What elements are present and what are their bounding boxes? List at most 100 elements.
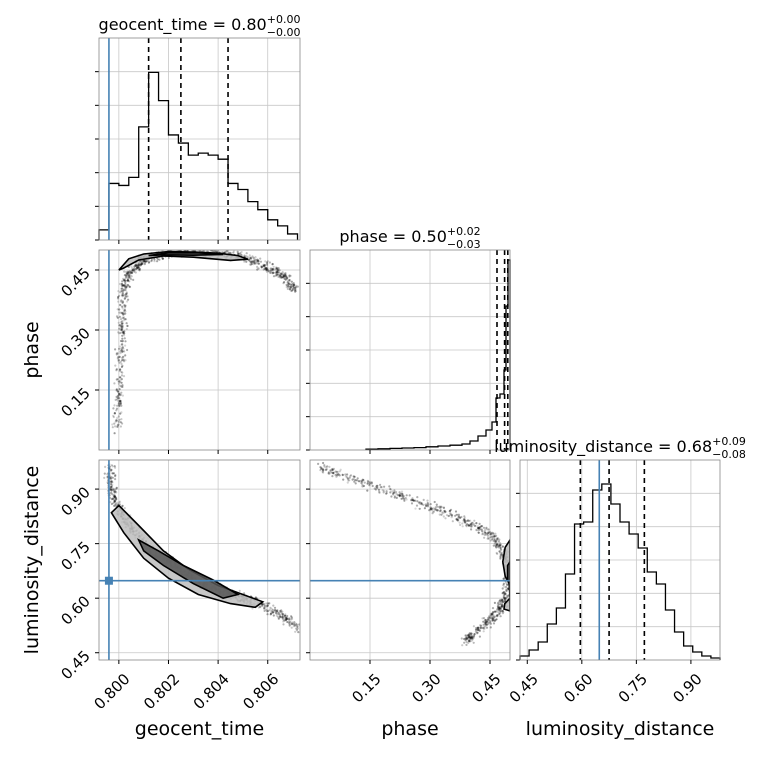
panel-geocent-time-vs-phase-sample-point xyxy=(117,295,120,299)
panel-phase-vs-luminosity-distance-sample-point xyxy=(378,490,381,493)
panel-geocent-time-vs-phase-sample-point xyxy=(121,292,124,295)
panel-geocent-time-vs-luminosity-distance-sample-point xyxy=(114,502,118,505)
panel-geocent-time-vs-luminosity-distance-sample-point xyxy=(266,610,269,613)
panel-phase-vs-luminosity-distance-sample-point xyxy=(463,519,466,522)
panel-geocent-time-vs-phase-sample-point xyxy=(122,284,125,287)
panel-geocent-time-vs-phase-sample-point xyxy=(120,305,123,308)
panel-phase-vs-luminosity-distance-sample-point xyxy=(487,618,490,621)
panel-phase-vs-luminosity-distance-sample-point xyxy=(455,513,458,516)
panel-phase-vs-luminosity-distance-sample-point xyxy=(467,637,470,640)
panel-phase-vs-luminosity-distance-sample-point xyxy=(378,491,381,494)
panel-phase-vs-luminosity-distance-sample-point xyxy=(423,507,426,510)
panel-phase-vs-luminosity-distance-sample-point xyxy=(439,507,442,510)
panel-geocent-time-vs-phase-sample-point xyxy=(124,281,127,284)
panel-geocent-time-vs-luminosity-distance-sample-point xyxy=(279,609,282,613)
panel-geocent-time-vs-phase-sample-point xyxy=(126,283,130,287)
panel-phase-vs-luminosity-distance-sample-point xyxy=(483,533,486,536)
panel-phase-vs-luminosity-distance-sample-point xyxy=(466,636,469,639)
panel-phase-vs-luminosity-distance-sample-point xyxy=(322,469,325,472)
panel-phase-vs-luminosity-distance-sample-point xyxy=(468,639,471,642)
panel-geocent-time-vs-phase-sample-point xyxy=(127,273,130,276)
panel-geocent-time-vs-phase-sample-point xyxy=(118,315,121,318)
panel-phase-vs-luminosity-distance-sample-point xyxy=(361,480,364,483)
panel-geocent-time-vs-phase-sample-point xyxy=(114,348,117,351)
panel-geocent-time-vs-phase-sample-point xyxy=(265,261,269,264)
panel-geocent-time-vs-phase-sample-point xyxy=(116,352,119,355)
panel-geocent-time-vs-phase-sample-point xyxy=(284,278,287,281)
panel-phase-vs-luminosity-distance-sample-point xyxy=(501,598,504,602)
panel-phase-vs-luminosity-distance-sample-point xyxy=(471,521,474,524)
panel-geocent-time-vs-phase-sample-point xyxy=(143,260,146,263)
panel-geocent-time-vs-luminosity-distance-contour-outer xyxy=(110,504,265,609)
panel-phase-vs-luminosity-distance-sample-point xyxy=(358,480,361,483)
hist-phase-title-sub: −0.03 xyxy=(447,238,481,251)
panel-phase-vs-luminosity-distance-sample-point xyxy=(500,600,503,603)
panel-phase-vs-luminosity-distance-sample-point xyxy=(499,543,502,547)
panel-geocent-time-vs-phase-sample-point xyxy=(287,285,290,288)
panel-phase-vs-luminosity-distance-sample-point xyxy=(502,596,505,599)
panel-geocent-time-vs-phase-sample-point xyxy=(250,261,253,264)
panel-phase-vs-luminosity-distance-sample-point xyxy=(410,498,413,501)
panel-phase-vs-luminosity-distance-sample-point xyxy=(505,583,509,586)
panel-geocent-time-vs-phase-sample-point xyxy=(263,264,266,267)
panel-phase-vs-luminosity-distance-sample-point xyxy=(385,492,388,495)
panel-geocent-time-vs-phase-sample-point xyxy=(121,345,124,348)
panel-geocent-time-vs-phase-sample-point xyxy=(123,284,126,287)
panel-phase-vs-luminosity-distance-sample-point xyxy=(403,499,406,502)
panel-phase-vs-luminosity-distance-sample-point xyxy=(438,513,441,516)
panel-phase-vs-luminosity-distance-sample-point xyxy=(464,637,467,640)
panel-geocent-time-vs-luminosity-distance-sample-point xyxy=(238,589,241,593)
panel-geocent-time-vs-phase-sample-point xyxy=(145,260,148,263)
panel-phase-vs-luminosity-distance-sample-point xyxy=(477,531,480,534)
panel-geocent-time-vs-phase-sample-point xyxy=(260,266,263,269)
panel-geocent-time-vs-luminosity-distance-sample-point xyxy=(265,608,268,611)
panel-geocent-time-vs-phase-sample-point xyxy=(125,270,128,274)
panel-phase-vs-luminosity-distance-sample-point xyxy=(470,634,473,637)
panel-geocent-time-vs-phase-sample-point xyxy=(119,323,123,326)
panel-geocent-time-vs-luminosity-distance-sample-point xyxy=(266,604,269,607)
panel-phase-vs-luminosity-distance-sample-point xyxy=(489,626,492,629)
panel-geocent-time-vs-phase-sample-point xyxy=(270,267,273,270)
panel-geocent-time-vs-phase-sample-point xyxy=(275,274,278,277)
panel-geocent-time-vs-luminosity-distance-sample-point xyxy=(113,497,116,500)
panel-phase-vs-luminosity-distance-sample-point xyxy=(391,492,395,495)
panel-phase-vs-luminosity-distance-sample-point xyxy=(498,543,501,547)
panel-phase-vs-luminosity-distance-sample-point xyxy=(481,530,484,533)
panel-phase-vs-luminosity-distance-sample-point xyxy=(465,635,468,638)
panel-phase-vs-luminosity-distance-sample-point xyxy=(470,637,474,640)
panel-geocent-time-vs-luminosity-distance-sample-point xyxy=(291,622,294,626)
panel-phase-vs-luminosity-distance-sample-point xyxy=(439,509,442,512)
panel-geocent-time-vs-phase-sample-point xyxy=(281,271,284,274)
panel-geocent-time-vs-luminosity-distance-sample-point xyxy=(274,611,277,614)
panel-phase-vs-luminosity-distance-sample-point xyxy=(469,638,472,641)
panel-geocent-time-vs-phase-sample-point xyxy=(125,292,128,295)
panel-geocent-time-vs-phase-sample-point xyxy=(207,247,209,249)
panel-geocent-time-vs-phase-sample-point xyxy=(291,283,294,286)
panel-geocent-time-vs-phase-sample-point xyxy=(124,359,127,362)
panel-phase-vs-luminosity-distance-sample-point xyxy=(398,494,401,497)
panel-geocent-time-vs-phase-sample-point xyxy=(249,257,252,260)
panel-phase-vs-luminosity-distance-sample-point xyxy=(488,616,491,619)
panel-phase-vs-luminosity-distance-sample-point xyxy=(402,498,406,501)
panel-geocent-time-vs-phase-sample-point xyxy=(135,267,138,270)
panel-phase-vs-luminosity-distance-sample-point xyxy=(445,514,449,517)
panel-phase-vs-luminosity-distance-sample-point xyxy=(499,609,502,613)
panel-phase-vs-luminosity-distance-sample-point xyxy=(492,617,495,620)
panel-phase-vs-luminosity-distance-sample-point xyxy=(469,634,472,637)
panel-phase-vs-luminosity-distance-sample-point xyxy=(351,478,354,481)
panel-geocent-time-vs-phase-sample-point xyxy=(257,260,260,263)
panel-geocent-time-vs-luminosity-distance-sample-point xyxy=(295,627,298,630)
panel-phase-vs-luminosity-distance-sample-point xyxy=(469,636,472,639)
panel-geocent-time-vs-phase-sample-point xyxy=(121,301,125,304)
panel-phase-vs-luminosity-distance-sample-point xyxy=(399,492,402,495)
panel-phase-vs-luminosity-distance-sample-point xyxy=(443,509,446,512)
panel-geocent-time-vs-phase-sample-point xyxy=(138,269,141,272)
panel-phase-vs-luminosity-distance-sample-point xyxy=(467,639,470,642)
panel-geocent-time-vs-luminosity-distance-sample-point xyxy=(109,483,112,486)
panel-geocent-time-vs-luminosity-distance-sample-point xyxy=(273,606,277,609)
panel-geocent-time-vs-phase-sample-point xyxy=(245,252,248,255)
panel-geocent-time-vs-phase-sample-point xyxy=(279,276,282,279)
panel-phase-vs-luminosity-distance-sample-point xyxy=(442,515,445,518)
panel-geocent-time-vs-phase-sample-point xyxy=(283,272,286,275)
panel-geocent-time-vs-phase-sample-point xyxy=(129,270,132,274)
